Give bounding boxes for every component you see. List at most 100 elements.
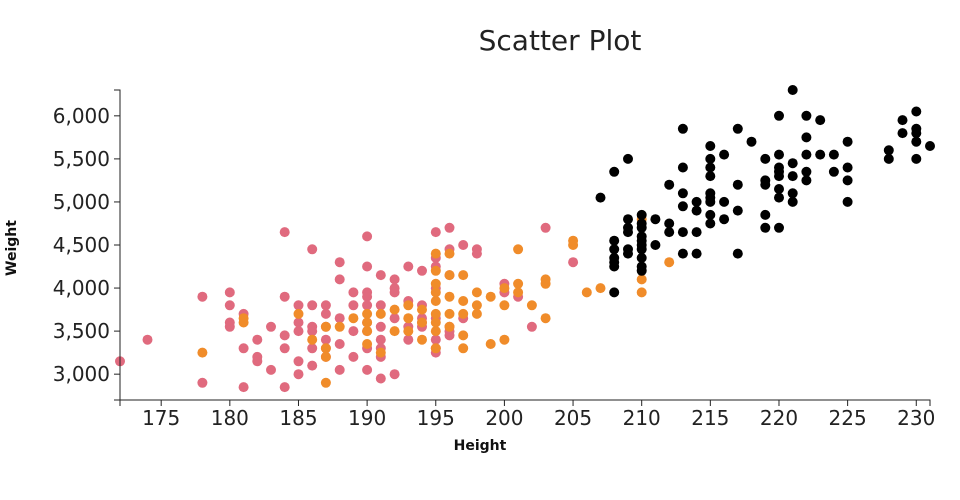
scatter-point [774, 110, 784, 121]
x-tick-label: 175 [142, 406, 180, 430]
scatter-point [540, 222, 551, 233]
scatter-point [430, 308, 441, 319]
scatter-point [389, 287, 400, 298]
scatter-point [307, 343, 318, 354]
scatter-point [417, 334, 427, 345]
scatter-point [471, 248, 482, 259]
scatter-point [623, 248, 633, 259]
scatter-point [691, 248, 702, 259]
scatter-point [320, 308, 331, 319]
scatter-point [403, 334, 414, 345]
scatter-point [705, 218, 716, 229]
x-axis-line [119, 399, 931, 406]
scatter-point [307, 326, 318, 337]
scatter-point [430, 248, 441, 259]
scatter-point [911, 128, 922, 139]
scatter-point [691, 196, 702, 207]
scatter-point [513, 244, 524, 255]
scatter-point [760, 209, 771, 220]
scatter-point [664, 218, 675, 229]
scatter-point [636, 287, 647, 298]
scatter-point [293, 369, 304, 380]
scatter-point [279, 227, 290, 238]
scatter-point [293, 308, 304, 319]
scatter-point [224, 300, 235, 311]
scatter-point [636, 274, 647, 285]
scatter-point [719, 196, 730, 207]
y-tick-label: 5,000 [53, 190, 110, 214]
scatter-point [774, 222, 784, 233]
scatter-point [430, 227, 441, 238]
scatter-point [513, 287, 524, 298]
scatter-point [279, 382, 290, 393]
scatter-point [801, 175, 812, 186]
scatter-point [911, 136, 922, 147]
scatter-point [801, 132, 812, 143]
scatter-point [650, 240, 661, 250]
scatter-point [458, 308, 469, 319]
scatter-point [293, 356, 304, 367]
scatter-point [293, 317, 304, 328]
x-tick-label: 190 [348, 406, 386, 430]
scatter-point [828, 166, 839, 177]
scatter-point [801, 110, 812, 121]
scatter-point [568, 240, 579, 250]
scatter-point [691, 205, 702, 216]
scatter-point [430, 278, 441, 289]
scatter-point [224, 321, 235, 332]
scatter-point [760, 222, 771, 233]
x-tick-label: 230 [897, 406, 935, 430]
y-tick-label: 4,000 [53, 276, 110, 300]
scatter-point [197, 291, 208, 302]
y-tick-label: 5,500 [53, 147, 110, 171]
scatter-point [732, 248, 743, 259]
scatter-point [471, 287, 482, 298]
scatter-point [444, 248, 455, 259]
scatter-point [677, 227, 688, 238]
scatter-point [279, 330, 290, 341]
scatter-point [677, 162, 688, 173]
scatter-point [142, 334, 153, 345]
scatter-point [334, 257, 345, 268]
scatter-point [760, 179, 771, 190]
scatter-point [925, 141, 935, 151]
scatter-point [252, 334, 263, 345]
scatter-point [320, 377, 331, 388]
scatter-point [417, 304, 427, 315]
scatter-point [279, 291, 290, 302]
scatter-point [526, 300, 537, 311]
scatter-point [650, 214, 661, 225]
scatter-point [458, 296, 469, 306]
scatter-point [252, 356, 263, 367]
scatter-point [348, 300, 359, 311]
scatter-point [897, 115, 908, 126]
scatter-point [471, 308, 482, 319]
scatter-point [842, 162, 853, 173]
scatter-point [348, 287, 359, 298]
scatter-point [307, 360, 318, 371]
scatter-point [705, 171, 716, 182]
scatter-point [417, 317, 427, 328]
x-tick-label: 180 [211, 406, 249, 430]
scatter-point [362, 317, 373, 328]
y-axis-title: Weight [4, 220, 20, 276]
scatter-point [623, 214, 633, 225]
x-tick-label: 210 [623, 406, 661, 430]
scatter-point [403, 261, 414, 272]
scatter-point [815, 149, 826, 160]
scatter-point [403, 326, 414, 337]
scatter-point [224, 287, 235, 298]
scatter-point [485, 291, 496, 302]
scatter-point [636, 265, 647, 276]
scatter-point [609, 287, 620, 298]
scatter-point [471, 300, 482, 311]
x-tick-label: 200 [485, 406, 523, 430]
scatter-point [430, 296, 441, 306]
scatter-point [787, 171, 798, 182]
y-tick-label: 3,500 [53, 319, 110, 343]
scatter-point [636, 222, 647, 233]
scatter-point [362, 261, 373, 272]
scatter-point [334, 339, 345, 349]
scatter-point [691, 227, 702, 238]
scatter-point [911, 153, 922, 164]
